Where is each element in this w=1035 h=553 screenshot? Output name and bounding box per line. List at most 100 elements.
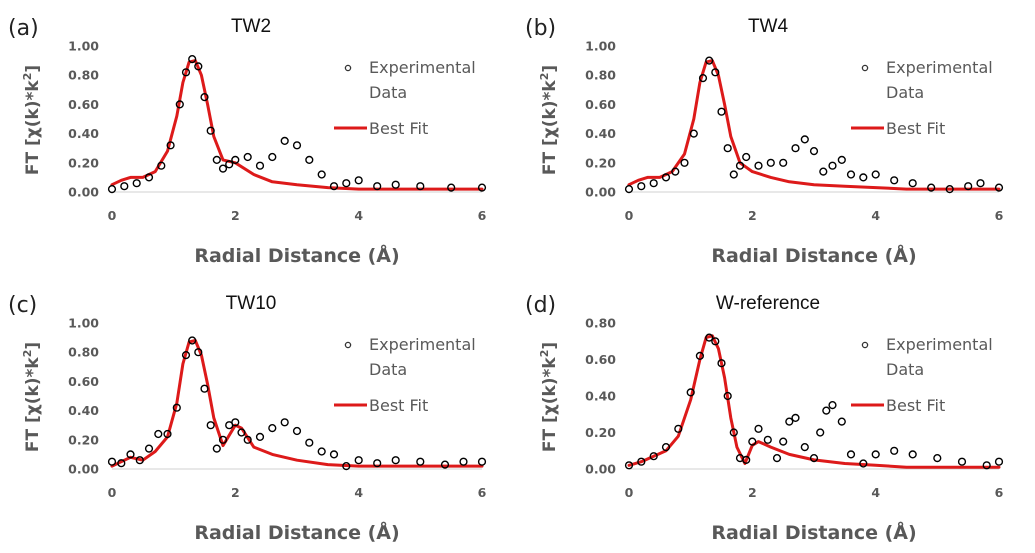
experimental-data-point (624, 185, 634, 194)
experimental-data-point (828, 401, 837, 410)
x-tick-label: 2 (748, 208, 757, 223)
y-tick-label: 1.00 (68, 316, 99, 331)
experimental-data-point (373, 182, 382, 191)
experimental-data-point (723, 144, 732, 153)
experimental-data-point (686, 388, 695, 397)
y-tick-label: 0.60 (585, 97, 616, 112)
panel-a: (a) TW2 0.00 0.20 0.40 0.60 0.80 1.00 0 2 4 6 Radial… (0, 0, 517, 276)
experimental-data-point (816, 428, 825, 437)
experimental-data-point (994, 457, 1004, 466)
experimental-data-point (908, 450, 917, 459)
legend-marker-experimental (861, 341, 869, 349)
experimental-data-point (243, 152, 252, 162)
experimental-data-point (689, 129, 698, 138)
legend-label-experimental-line2: Data (886, 360, 924, 379)
y-tick-label: 0.00 (68, 462, 99, 477)
best-fit-line (627, 59, 1001, 191)
experimental-data-point (243, 435, 252, 444)
experimental-data-point (166, 141, 175, 150)
experimental-data-point (908, 179, 917, 188)
y-tick-label: 1.00 (585, 39, 616, 54)
experimental-data-point (255, 161, 265, 170)
panel-label: (b) (525, 16, 556, 41)
y-axis-title-superscript: 2 (21, 73, 34, 81)
experimental-data-point (268, 152, 277, 162)
chart-c: (c) TW10 0.00 0.20 0.40 0.60 0.80 1.00 0 2 4 6 Radia… (8, 293, 487, 544)
best-fit-line (110, 339, 484, 468)
y-axis-title: FT [χ(k)*k2] (21, 65, 43, 175)
experimental-data-point (705, 333, 714, 342)
legend-label-experimental-line2: Data (886, 83, 924, 102)
chart-d: (d) W-reference 0.00 0.20 0.40 0.60 0.80 0 2 4 6 Ra… (525, 293, 1004, 544)
y-axis-title-superscript: 2 (21, 350, 34, 358)
experimental-data-point (416, 457, 425, 466)
experimental-data-point (890, 446, 899, 455)
best-fit-line (110, 59, 484, 191)
experimental-data-point (280, 136, 289, 146)
y-tick-label: 0.60 (585, 352, 616, 367)
x-tick-label: 0 (625, 485, 634, 500)
experimental-data-point (317, 447, 326, 456)
experimental-data-point (342, 462, 351, 471)
y-axis-title-close: ] (540, 342, 560, 350)
experimental-data-point (859, 459, 868, 468)
experimental-data-point (172, 403, 181, 412)
experimental-data-point (373, 459, 382, 468)
experimental-data-point (800, 135, 809, 144)
experimental-data-point (200, 92, 209, 102)
y-tick-label: 0.40 (68, 126, 99, 141)
experimental-data-point (212, 444, 221, 453)
x-tick-label: 6 (478, 485, 487, 500)
experimental-data-point (637, 457, 646, 466)
experimental-data-point (107, 457, 117, 466)
y-tick-label: 0.60 (68, 97, 99, 112)
legend-marker-experimental (861, 64, 869, 72)
y-axis-title-main: FT [χ(k)*k (23, 357, 43, 453)
y-axis-title-close: ] (23, 342, 43, 350)
experimental-data-point (976, 179, 985, 188)
experimental-data-point (945, 185, 954, 194)
experimental-data-point (754, 161, 763, 170)
panel-c: (c) TW10 0.00 0.20 0.40 0.60 0.80 1.00 0 2 4 6 Radia… (0, 277, 517, 553)
experimental-data-point (819, 167, 828, 176)
experimental-data-point (711, 337, 720, 346)
y-axis-title-superscript: 2 (538, 73, 551, 81)
best-fit-line (627, 334, 1001, 469)
experimental-data-point (157, 161, 166, 170)
y-axis-title-superscript: 2 (538, 350, 551, 358)
y-tick-label: 0.80 (585, 68, 616, 83)
experimental-data-point (846, 170, 856, 179)
experimental-data-point (661, 443, 671, 452)
experimental-data-point (206, 126, 215, 135)
x-tick-label: 6 (995, 485, 1004, 500)
experimental-data-point (748, 437, 757, 446)
y-tick-label: 0.00 (68, 185, 99, 200)
y-axis-title: FT [χ(k)*k2] (21, 342, 43, 452)
y-tick-label: 0.40 (585, 389, 616, 404)
experimental-data-point (698, 73, 708, 83)
x-tick-label: 0 (108, 208, 117, 223)
y-axis-title: FT [χ(k)*k2] (538, 342, 560, 452)
experimental-data-point (231, 155, 240, 165)
experimental-data-point (477, 183, 487, 192)
chart-a: (a) TW2 0.00 0.20 0.40 0.60 0.80 1.00 0 2 4 6 Radial… (8, 16, 487, 267)
x-tick-label: 6 (995, 208, 1004, 223)
experimental-data-point (624, 461, 634, 470)
experimental-data-point (200, 384, 209, 393)
chart-b: (b) TW4 0.00 0.20 0.40 0.60 0.80 1.00 0 2 4 6 Radial… (525, 16, 1004, 267)
experimental-data-point (729, 428, 738, 437)
y-tick-label: 0.40 (68, 403, 99, 418)
legend-label-best-fit: Best Fit (369, 396, 428, 415)
x-tick-label: 4 (871, 485, 880, 500)
experimental-data-point (329, 450, 339, 459)
experimental-data-point (477, 457, 487, 466)
experimental-data-point (218, 164, 228, 173)
experimental-data-point (292, 426, 302, 436)
experimental-data-point (661, 173, 671, 182)
experimental-data-point (188, 336, 197, 345)
experimental-data-point (791, 413, 800, 423)
legend-label-experimental-line2: Data (369, 360, 407, 379)
panel-label: (a) (8, 16, 39, 41)
experimental-data-point (188, 54, 197, 64)
experimental-data-point (809, 454, 819, 463)
